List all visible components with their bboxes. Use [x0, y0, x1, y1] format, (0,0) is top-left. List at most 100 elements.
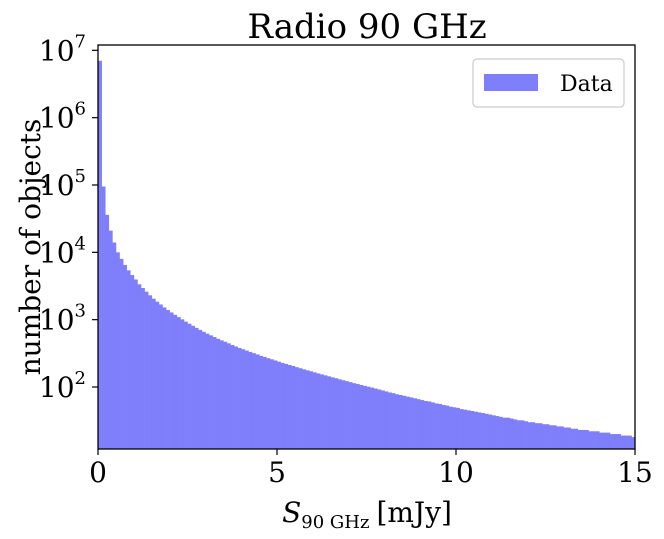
histogram-bar: [602, 432, 607, 449]
histogram-bar: [366, 386, 371, 449]
histogram-bar: [284, 363, 289, 449]
histogram-bar: [531, 422, 536, 449]
histogram-bar: [327, 376, 332, 449]
histogram-bar: [473, 411, 478, 449]
legend-label: Data: [560, 72, 613, 97]
histogram-bar: [216, 338, 221, 449]
histogram-bar: [352, 383, 357, 449]
histogram-bar: [323, 375, 328, 449]
x-tick-label: 15: [617, 456, 653, 489]
y-tick-label: 105: [39, 166, 86, 202]
histogram-bar: [563, 427, 568, 449]
x-tick-label: 5: [268, 456, 286, 489]
x-axis-ticks: 0 5 10 15: [89, 449, 653, 489]
histogram-bar: [219, 340, 224, 449]
histogram-bar: [191, 325, 196, 449]
histogram-bar: [266, 358, 271, 449]
histogram-bar: [101, 186, 106, 449]
y-tick-label: 106: [39, 99, 86, 135]
histogram-bar: [98, 60, 102, 449]
histogram-bar: [130, 275, 135, 449]
histogram-bar: [398, 395, 403, 449]
histogram-bar: [187, 323, 192, 449]
histogram-bar: [477, 412, 482, 449]
histogram-bar: [584, 429, 589, 449]
histogram-bar: [370, 387, 375, 449]
histogram-bar: [581, 429, 586, 449]
histogram-bar: [459, 409, 464, 449]
x-axis-label-subscript: 90 GHz: [301, 512, 369, 533]
histogram-bar: [405, 396, 410, 449]
histogram-bar: [244, 350, 249, 449]
histogram-bar: [359, 385, 364, 449]
histogram-bar: [316, 373, 321, 449]
histogram-bar: [226, 343, 231, 449]
histogram-bar: [334, 378, 339, 449]
histogram-bar: [577, 429, 582, 449]
histogram-bar: [312, 372, 317, 449]
x-tick-label: 10: [438, 456, 474, 489]
histogram-bar: [337, 379, 342, 449]
histogram-bar: [413, 398, 417, 449]
histogram-bar: [463, 409, 468, 449]
histogram-bar: [402, 395, 407, 449]
histogram-bar: [524, 421, 528, 449]
histogram-bar: [556, 426, 561, 449]
histogram-bar: [430, 402, 435, 449]
histogram-bar: [341, 380, 346, 449]
y-tick-label: 102: [39, 368, 86, 404]
histogram-bar: [549, 425, 554, 449]
histogram-bar: [223, 341, 228, 449]
histogram-bar: [506, 417, 511, 449]
histogram-bar: [416, 399, 421, 449]
histogram-bar: [355, 383, 360, 449]
histogram-bar: [387, 392, 392, 449]
histogram-bar: [617, 434, 622, 449]
histogram-bar: [409, 397, 414, 449]
histogram-bar: [384, 391, 389, 449]
histogram-bar: [448, 406, 453, 449]
histogram-bar: [420, 400, 425, 449]
histogram-bar: [166, 310, 170, 449]
x-axis-label: S90 GHz [mJy]: [282, 496, 452, 533]
y-tick-label: 104: [39, 233, 86, 269]
histogram-bar: [269, 359, 274, 449]
histogram-bar: [438, 403, 443, 449]
histogram-bar: [123, 264, 127, 449]
histogram-bar: [205, 333, 210, 449]
histogram-bar: [173, 314, 178, 449]
histogram-bar: [348, 382, 353, 449]
histogram-bar: [345, 381, 349, 449]
histogram-bar: [498, 416, 503, 449]
chart-title: Radio 90 GHz: [247, 7, 486, 47]
histogram-bar: [330, 377, 335, 449]
histogram-bar: [230, 345, 235, 449]
histogram-bar: [234, 346, 238, 449]
histogram-bar: [198, 329, 203, 449]
histogram-bar: [502, 417, 507, 449]
histogram-bar: [373, 388, 378, 449]
histogram-bar: [509, 418, 514, 449]
histogram-bar: [155, 301, 160, 449]
histogram-bar: [194, 327, 199, 449]
histogram-bar: [119, 258, 124, 449]
histogram-bar: [112, 242, 117, 449]
histogram-bar: [108, 230, 113, 449]
histogram-bar: [151, 298, 156, 449]
histogram-bars: [98, 60, 636, 449]
y-axis-label: number of objects: [14, 119, 47, 376]
histogram-bar: [620, 435, 625, 449]
histogram-bar: [570, 428, 575, 449]
histogram-bar: [241, 349, 246, 449]
histogram-bar: [277, 361, 281, 449]
histogram-bar: [513, 419, 518, 449]
y-tick-label: 103: [39, 301, 86, 337]
histogram-bar: [599, 432, 604, 449]
histogram-bar: [309, 371, 314, 449]
histogram-bar: [380, 390, 385, 449]
histogram-bar: [251, 353, 256, 449]
histogram-bar: [627, 435, 632, 449]
histogram-bar: [183, 321, 188, 449]
histogram-bar: [294, 367, 299, 449]
